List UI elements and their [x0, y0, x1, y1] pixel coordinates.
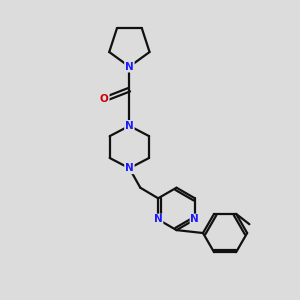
Text: N: N [154, 214, 163, 224]
Text: N: N [125, 121, 134, 131]
Text: N: N [190, 214, 199, 224]
Text: N: N [125, 62, 134, 72]
Text: O: O [100, 94, 109, 104]
Text: N: N [125, 163, 134, 173]
